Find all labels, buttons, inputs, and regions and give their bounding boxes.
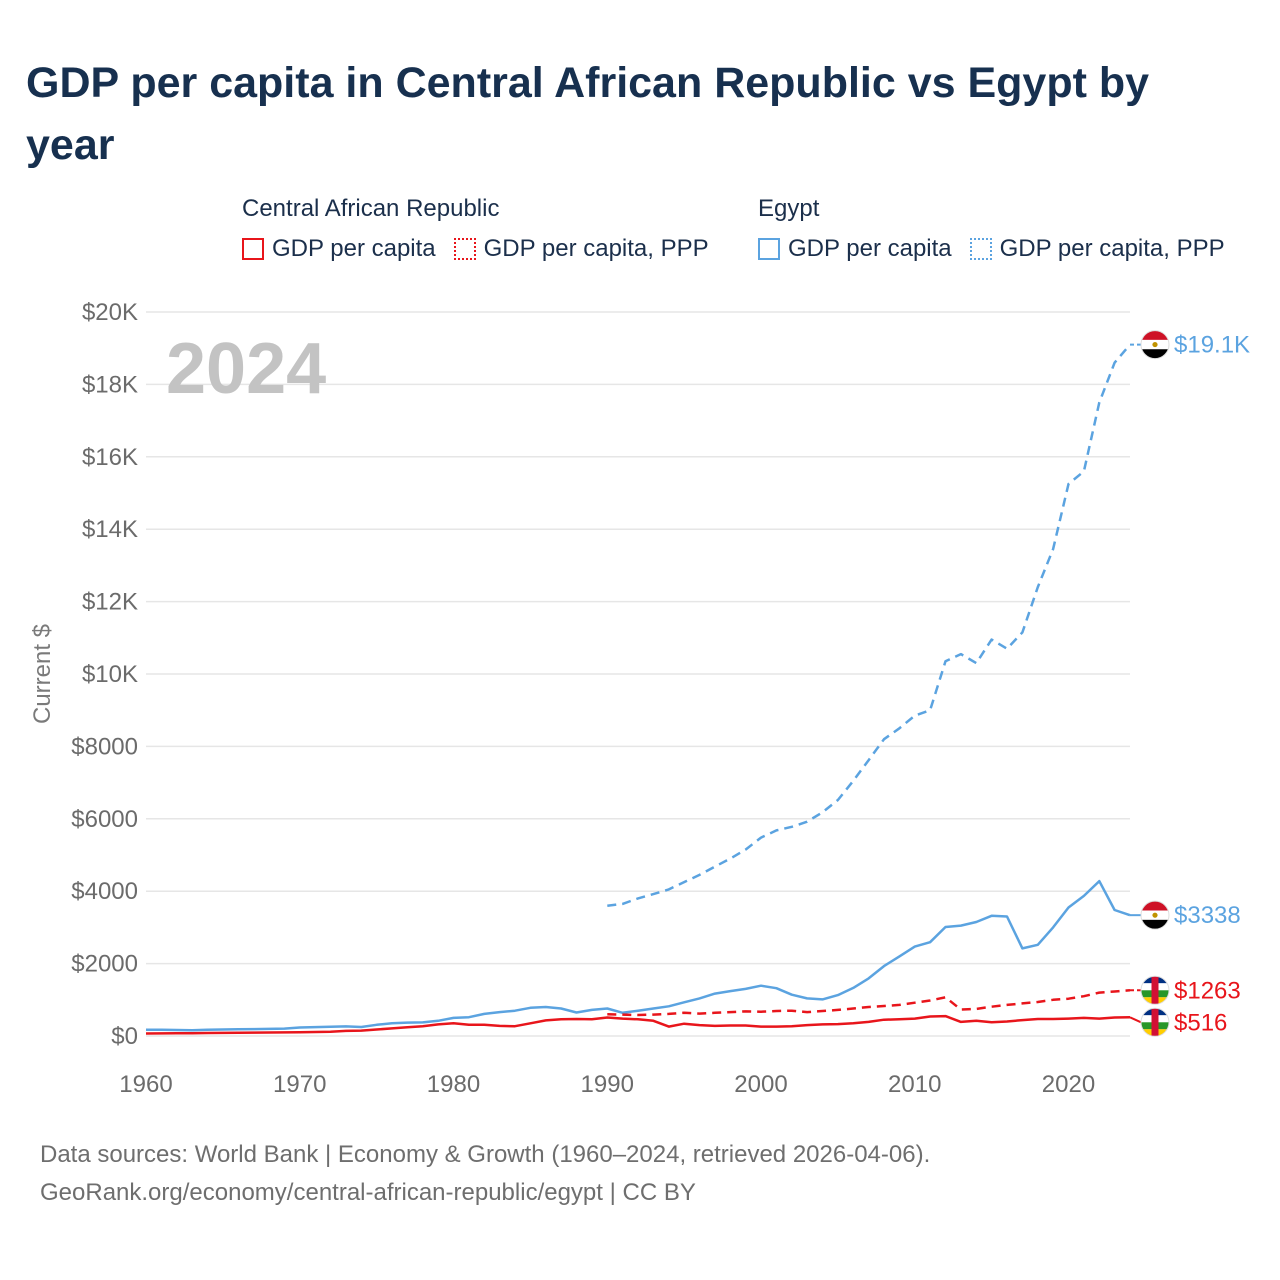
y-tick-label: $4000 — [71, 878, 138, 905]
x-tick-label: 1990 — [581, 1071, 634, 1098]
x-tick-label: 1980 — [427, 1071, 480, 1098]
flag-outline — [1140, 1007, 1170, 1037]
flag-outline — [1140, 975, 1170, 1005]
legend-item-car-gdp-ppp[interactable]: GDP per capita, PPP — [453, 235, 709, 263]
footer: Data sources: World Bank | Economy & Gro… — [40, 1136, 930, 1212]
line-chart: $0 $2000 $4000 $6000 $8000 $10K $12K $14K $16K $1… — [29, 299, 1250, 1098]
x-axis-ticks: 1960 1970 1980 1990 2000 2010 2020 — [119, 1071, 1095, 1098]
legend-item-egypt-gdp[interactable]: GDP per capita — [758, 235, 952, 263]
series-line-central-african-republic-gdp-per-capita-ppp — [607, 989, 1131, 1017]
legend-swatch-solid — [758, 238, 780, 260]
marker-connector — [1129, 1016, 1142, 1024]
footer-link[interactable]: GeoRank.org/economy/central-african-repu… — [40, 1179, 696, 1206]
y-tick-label: $18K — [82, 371, 138, 398]
flag-outline — [1140, 330, 1170, 360]
legend-group-title: Central African Republic — [242, 195, 500, 222]
legend-item-egypt-gdp-ppp[interactable]: GDP per capita, PPP — [969, 235, 1225, 263]
end-value-label: $19.1K — [1174, 332, 1250, 359]
y-axis-label: Current $ — [29, 624, 56, 724]
flag-outline — [1140, 900, 1170, 930]
legend-item-label: GDP per capita, PPP — [483, 235, 709, 262]
legend-group-title: Egypt — [758, 195, 820, 222]
series-line-egypt-gdp-per-capita-ppp — [607, 343, 1131, 907]
x-tick-label: 2000 — [734, 1071, 787, 1098]
egypt-flag-icon — [1141, 330, 1169, 359]
y-tick-label: $10K — [82, 661, 138, 688]
end-value-label: $3338 — [1174, 902, 1241, 929]
year-label: 2024 — [166, 329, 326, 409]
series-line-egypt-gdp-per-capita — [145, 879, 1131, 1032]
y-axis-ticks: $0 $2000 $4000 $6000 $8000 $10K $12K $14K $16K $1… — [71, 299, 138, 1050]
legend-item-label: GDP per capita, PPP — [999, 235, 1225, 262]
y-tick-label: $6000 — [71, 806, 138, 833]
y-tick-label: $14K — [82, 516, 138, 543]
legend-item-label: GDP per capita — [272, 235, 436, 262]
y-tick-label: $8000 — [71, 733, 138, 760]
x-tick-label: 2020 — [1042, 1071, 1095, 1098]
series-lines — [145, 343, 1131, 1035]
x-tick-label: 1970 — [273, 1071, 326, 1098]
legend-swatch-dotted — [969, 238, 992, 260]
legend-group-car: Central African Republic GDP per capita … — [242, 194, 709, 263]
footer-sources: Data sources: World Bank | Economy & Gro… — [40, 1141, 931, 1168]
legend-item-label: GDP per capita — [788, 235, 952, 262]
legend-group-egypt: Egypt GDP per capita GDP per capita, PPP — [758, 194, 1225, 263]
y-tick-label: $0 — [111, 1023, 138, 1050]
end-value-label: $516 — [1174, 1009, 1227, 1036]
car-flag-icon — [1141, 976, 1169, 1005]
series-line-central-african-republic-gdp-per-capita — [145, 1014, 1131, 1035]
x-tick-label: 1960 — [119, 1071, 172, 1098]
legend-swatch-solid — [242, 238, 264, 260]
y-tick-label: $20K — [82, 299, 138, 326]
y-tick-label: $16K — [82, 444, 138, 471]
x-tick-label: 2010 — [888, 1071, 941, 1098]
legend-swatch-dotted — [453, 238, 476, 260]
grid-lines — [146, 311, 1130, 1037]
car-flag-icon — [1141, 1008, 1169, 1037]
end-markers: $19.1K $3338 $1263 $516 — [1129, 330, 1250, 1037]
egypt-flag-icon — [1141, 901, 1169, 930]
y-tick-label: $12K — [82, 589, 138, 616]
end-value-label: $1263 — [1174, 977, 1241, 1004]
legend-item-car-gdp[interactable]: GDP per capita — [242, 235, 436, 263]
chart-title: GDP per capita in Central African Republ… — [26, 59, 1150, 169]
y-tick-label: $2000 — [71, 951, 138, 978]
